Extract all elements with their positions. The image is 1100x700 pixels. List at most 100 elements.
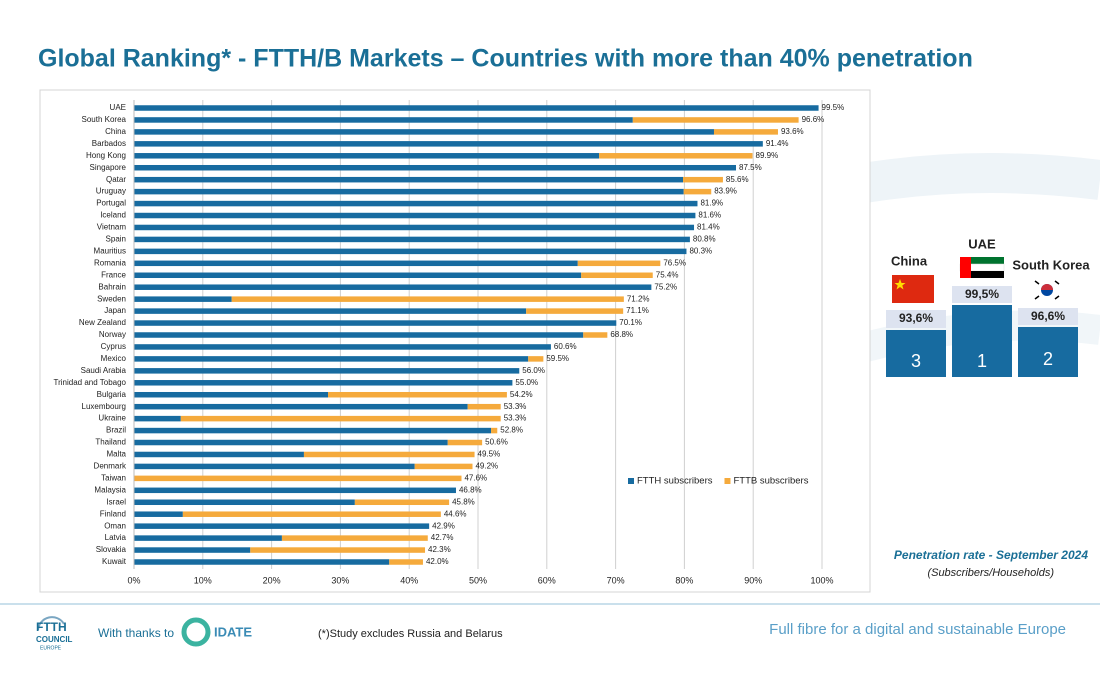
category-label: Finland	[100, 509, 126, 518]
category-label: Bulgaria	[97, 390, 127, 399]
bar-segment	[134, 463, 415, 470]
total-label: 71.2%	[627, 294, 650, 303]
category-label: Qatar	[106, 175, 126, 184]
total-label: 45.8%	[452, 497, 475, 506]
podium-rank: 3	[911, 351, 921, 371]
total-label: 76.5%	[663, 258, 686, 267]
bar-segment	[231, 296, 624, 302]
total-label: 91.4%	[766, 139, 789, 148]
partner-logo	[181, 617, 211, 647]
total-label: 71.1%	[626, 306, 649, 315]
category-label: Sweden	[97, 294, 126, 303]
bar-segment	[134, 487, 456, 494]
total-label: 55.0%	[515, 378, 538, 387]
bar-segment	[134, 332, 584, 338]
bar-segment	[134, 141, 763, 147]
x-tick-label: 40%	[400, 575, 418, 585]
category-label: Hong Kong	[86, 151, 126, 160]
bar-segment	[134, 224, 695, 231]
total-label: 46.8%	[459, 485, 482, 494]
bar-segment	[134, 368, 520, 374]
bar-segment	[683, 176, 723, 183]
category-label: Ukraine	[98, 414, 126, 423]
bar-segment	[134, 356, 529, 362]
flag-uae	[959, 257, 1005, 278]
bar-segment	[134, 403, 468, 410]
x-tick-label: 0%	[127, 575, 140, 585]
category-label: Bahrain	[98, 282, 126, 291]
x-tick-label: 50%	[469, 575, 487, 585]
total-label: 60.6%	[554, 342, 577, 351]
category-label: Trinidad and Tobago	[54, 378, 127, 387]
total-label: 47.6%	[464, 473, 487, 482]
total-label: 75.4%	[656, 270, 679, 279]
bar-segment	[328, 391, 507, 398]
logo-text: FTTH	[36, 620, 67, 634]
total-label: 42.3%	[428, 545, 451, 554]
podium-rate: 93,6%	[899, 311, 933, 325]
bar-segment	[683, 188, 712, 195]
bar-segment	[632, 117, 799, 123]
bar-segment	[134, 105, 819, 111]
bar-segment	[134, 260, 578, 267]
bar-segment	[467, 403, 501, 410]
category-label: Singapore	[90, 163, 127, 172]
total-label: 96.6%	[802, 115, 825, 124]
category-label: Denmark	[94, 462, 127, 471]
podium-block	[952, 305, 1012, 377]
category-label: Norway	[99, 330, 126, 339]
total-label: 68.8%	[610, 330, 633, 339]
chart-frame	[39, 89, 871, 593]
total-label: 70.1%	[619, 318, 642, 327]
bar-segment	[134, 272, 582, 279]
bar-segment	[134, 380, 513, 386]
podium-rate-box	[952, 286, 1012, 303]
bar-segment	[134, 153, 600, 159]
category-label: Uruguay	[96, 187, 126, 196]
podium-block	[1018, 327, 1078, 377]
category-label: Romania	[94, 258, 127, 267]
bar-segment	[134, 200, 698, 207]
bar-segment	[354, 499, 450, 506]
flag-china	[892, 275, 934, 303]
bar-segment	[134, 475, 462, 482]
category-label: Malta	[106, 450, 126, 459]
total-label: 53.3%	[504, 402, 527, 411]
bar-segment	[583, 332, 608, 338]
category-label: Vietnam	[97, 223, 127, 232]
total-label: 53.3%	[504, 414, 527, 423]
podium-rate: 96,6%	[1031, 309, 1065, 323]
podium-country: South Korea	[1012, 257, 1090, 272]
category-label: Japan	[104, 306, 126, 315]
podium-rank: 1	[977, 351, 987, 371]
x-tick-label: 10%	[194, 575, 212, 585]
category-label: France	[101, 270, 126, 279]
partner-name: IDATE	[214, 624, 252, 639]
x-tick-label: 80%	[675, 575, 693, 585]
footer-logo: FTTH COUNCIL EUROPE	[36, 616, 73, 651]
x-tick-label: 90%	[744, 575, 762, 585]
total-label: 89.9%	[756, 151, 779, 160]
bar-segment	[180, 415, 501, 422]
total-label: 81.4%	[697, 223, 720, 232]
bar-segment	[134, 308, 527, 314]
total-label: 42.0%	[426, 557, 449, 566]
podium-country: UAE	[968, 236, 996, 251]
total-label: 49.2%	[475, 462, 498, 471]
total-label: 54.2%	[510, 390, 533, 399]
x-tick-label: 30%	[331, 575, 349, 585]
bar-segment	[599, 153, 753, 159]
category-label: Mauritius	[94, 246, 126, 255]
bar-segment	[134, 547, 251, 553]
podium-rate-box	[1018, 308, 1078, 325]
bar-segment	[526, 308, 624, 314]
category-label: Brazil	[106, 426, 126, 435]
bar-segment	[134, 188, 684, 195]
bar-segment	[134, 176, 684, 183]
bar-segment	[577, 260, 661, 267]
bar-segment	[281, 535, 428, 541]
bar-segment	[134, 236, 690, 243]
bar-segment	[414, 463, 473, 470]
total-label: 75.2%	[654, 282, 677, 291]
